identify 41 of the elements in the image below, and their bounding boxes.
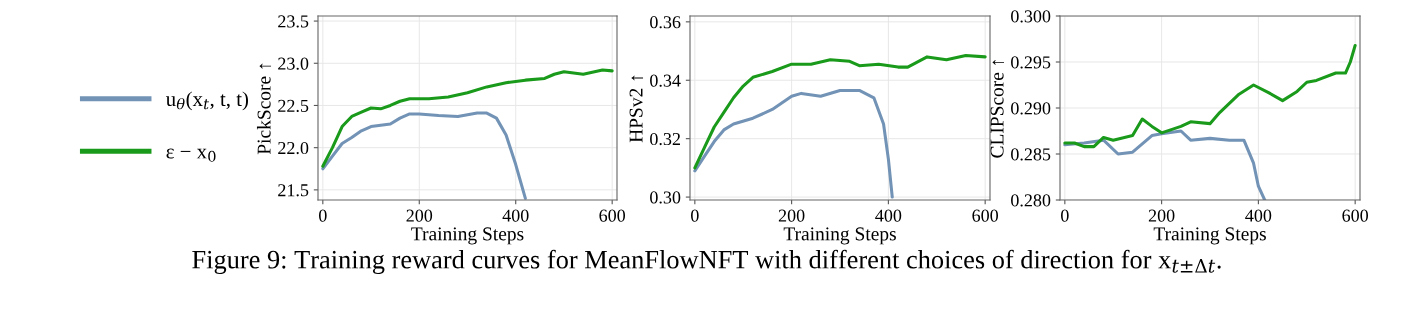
y-tick-label: 0.290 [1011, 102, 1051, 115]
y-tick-label: 0.300 [1011, 10, 1051, 23]
y-tick-label: 23.5 [278, 15, 309, 28]
legend-label: ε − x$_{0}$ [166, 148, 216, 162]
line-series [693, 88, 894, 199]
x-tick-label: 400 [1245, 209, 1272, 222]
x-tick-label: 0 [319, 209, 327, 222]
y-tick-label: 0.34 [650, 74, 681, 87]
y-axis-title: PickScore ↑ [256, 63, 272, 155]
x-tick-label: 400 [502, 209, 529, 222]
y-tick-label: 0.295 [1011, 56, 1051, 69]
x-tick-label: 600 [972, 209, 999, 222]
y-tick-label: 22.5 [278, 99, 309, 112]
line-series [321, 68, 614, 168]
x-tick-label: 600 [1342, 209, 1369, 222]
y-tick-label: 0.280 [1011, 194, 1051, 207]
x-axis-title: Training Steps [783, 227, 896, 245]
x-tick-label: 200 [1148, 209, 1175, 222]
x-axis-title: Training Steps [411, 227, 524, 245]
x-tick-label: 600 [599, 209, 626, 222]
y-tick-label: 0.30 [650, 191, 681, 204]
x-axis-title: Training Steps [1153, 227, 1266, 245]
y-tick-label: 0.32 [650, 132, 680, 146]
line-series [321, 111, 527, 200]
x-tick-label: 400 [875, 209, 902, 222]
y-tick-label: 22.0 [278, 141, 309, 155]
x-tick-label: 0 [691, 209, 699, 222]
line-series [693, 53, 987, 170]
line-series [1063, 129, 1267, 200]
y-tick-label: 23.0 [278, 57, 309, 70]
caption: Figure 9: Training reward curves for MeanFlowNFT with different choices of direction for x$_{t±Δt}$. [192, 249, 1221, 274]
x-tick-label: 200 [406, 209, 433, 222]
line-series [1063, 43, 1357, 149]
y-axis-title: HPSv2 ↑ [629, 75, 644, 143]
y-tick-label: 0.285 [1011, 148, 1051, 161]
x-tick-label: 200 [778, 209, 805, 222]
legend-label: u$_{θ}$(x$_{t}$, t, t) [165, 91, 249, 111]
y-tick-label: 0.36 [650, 16, 681, 29]
y-axis-title: CLIPScore ↑ [990, 60, 1005, 158]
x-tick-label: 0 [1061, 209, 1069, 222]
y-tick-label: 21.5 [278, 184, 309, 197]
